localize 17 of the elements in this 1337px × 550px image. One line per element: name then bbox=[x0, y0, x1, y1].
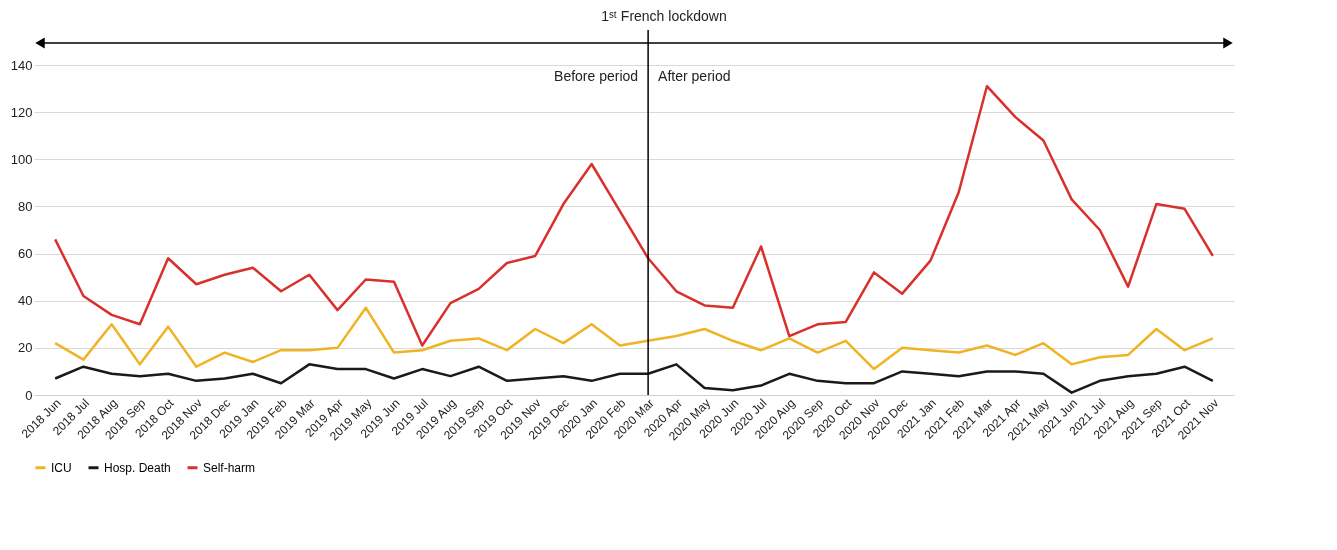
y-tick-label: 120 bbox=[10, 104, 33, 120]
line-series bbox=[53, 306, 1215, 371]
y-tick-label: 40 bbox=[18, 293, 33, 309]
annotation: After period bbox=[658, 68, 731, 84]
y-tick-label: 80 bbox=[18, 198, 33, 214]
legend-label: Hosp. Death bbox=[104, 460, 171, 475]
y-tick-label: 60 bbox=[18, 246, 33, 262]
annotation: Before period bbox=[554, 68, 639, 84]
text: 1ˢᵗ French lockdown bbox=[601, 8, 727, 24]
line-series bbox=[53, 363, 1215, 394]
legend-label: ICU bbox=[51, 460, 72, 475]
legend-label: Self-harm bbox=[203, 460, 256, 475]
y-tick-label: 140 bbox=[10, 57, 33, 73]
y-tick-label: 20 bbox=[18, 340, 33, 356]
line-series bbox=[53, 84, 1215, 347]
y-tick-label: 0 bbox=[25, 387, 33, 403]
y-tick-label: 100 bbox=[10, 151, 33, 167]
